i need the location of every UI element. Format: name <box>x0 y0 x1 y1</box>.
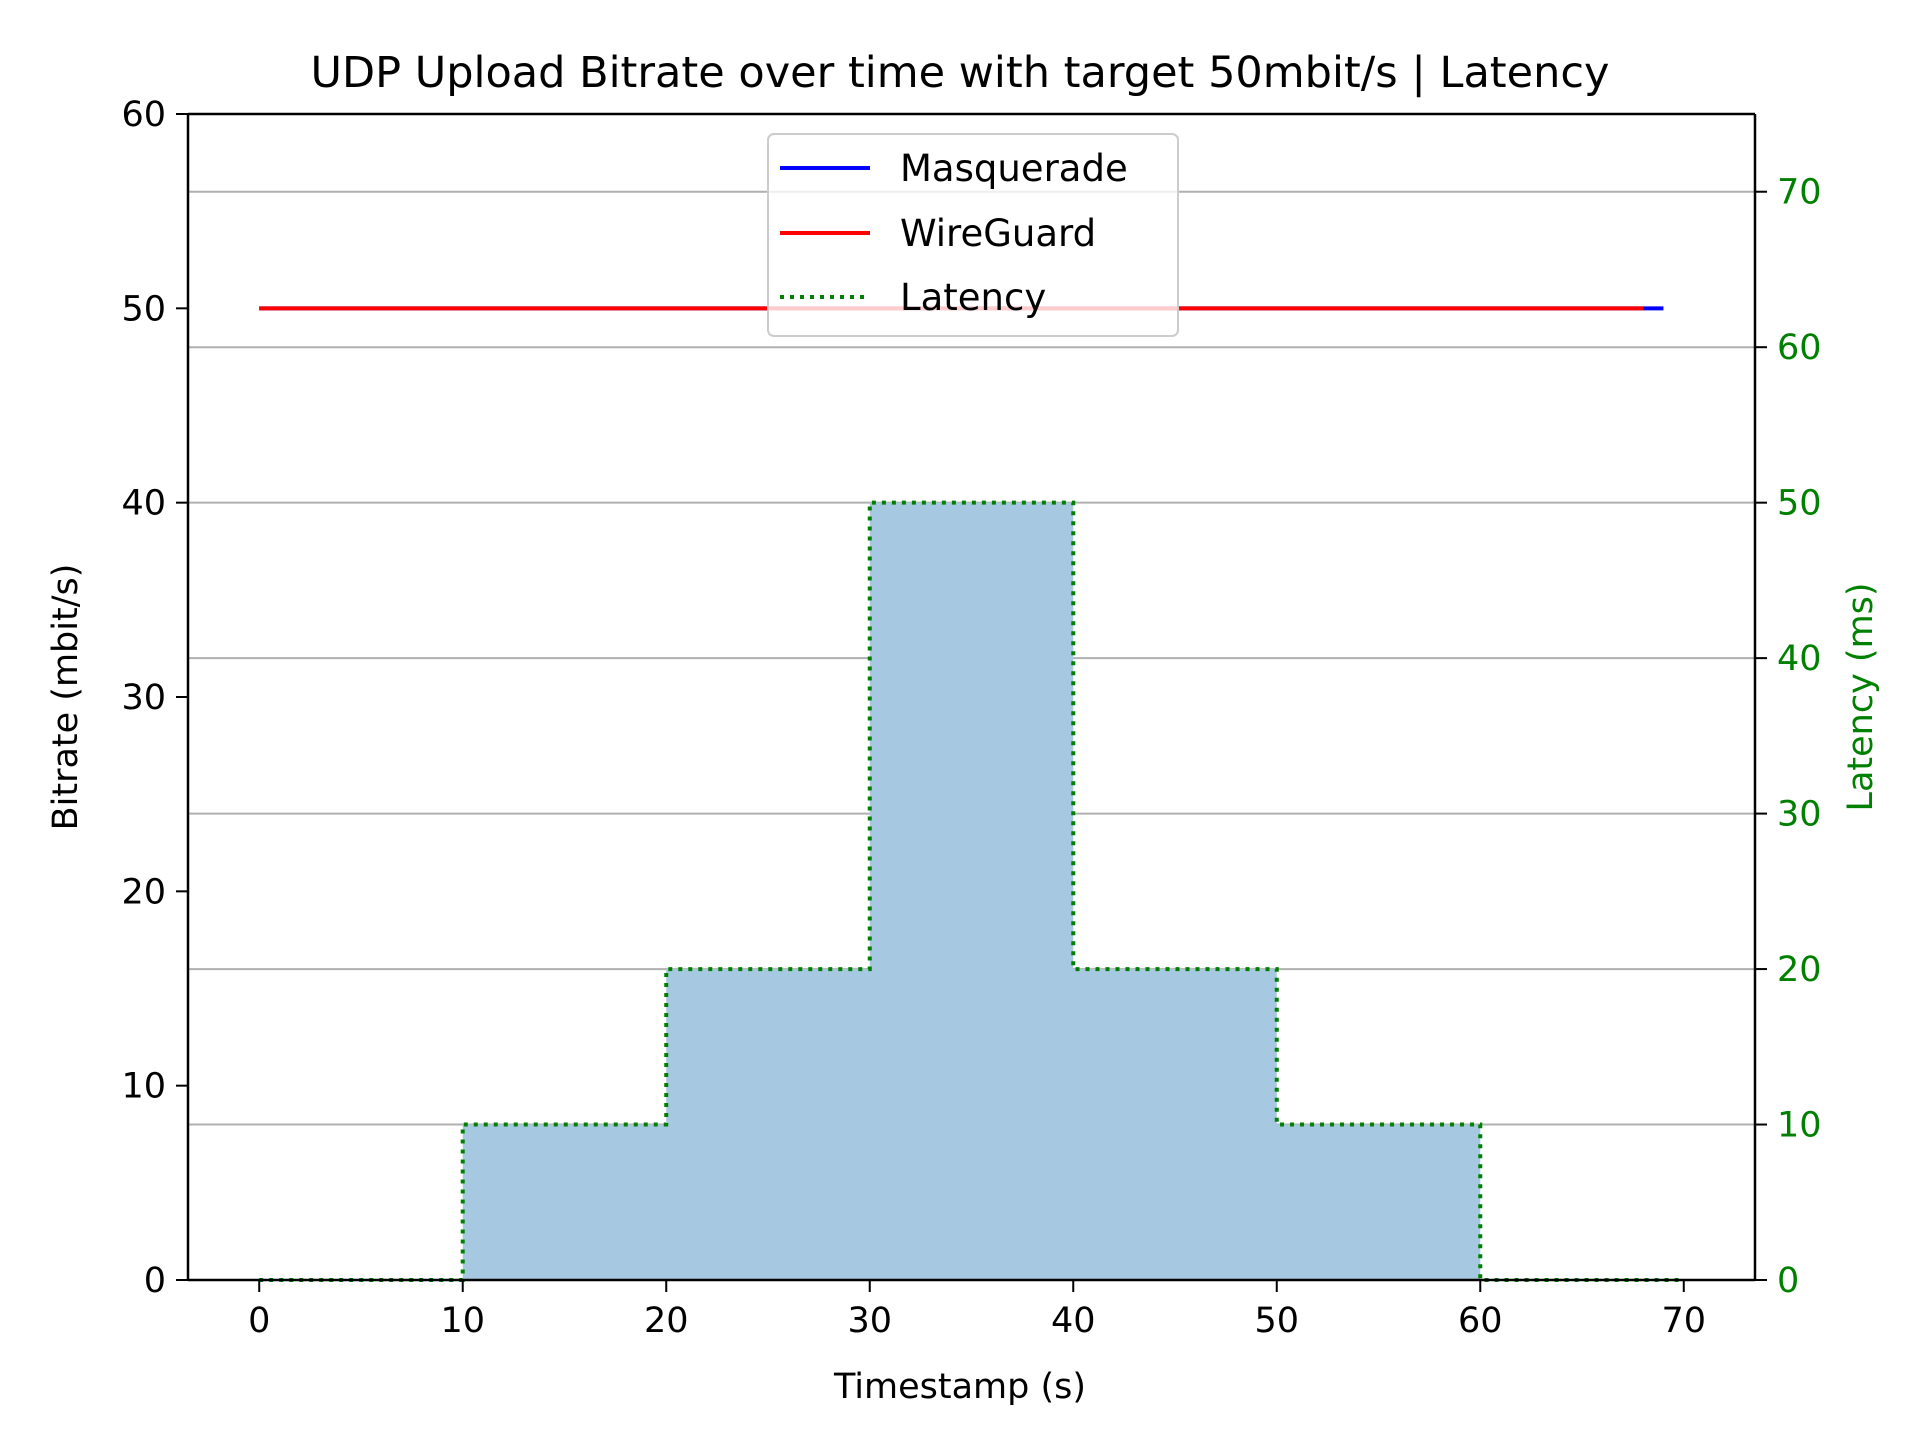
x-tick-label: 10 <box>440 1301 485 1341</box>
x-axis-label: Timestamp (s) <box>833 1367 1086 1407</box>
y2-tick-label: 10 <box>1777 1106 1822 1146</box>
x-tick-label: 70 <box>1661 1301 1706 1341</box>
chart-title: UDP Upload Bitrate over time with target… <box>311 48 1610 98</box>
y-tick-label: 10 <box>121 1067 166 1107</box>
y2-tick-label: 20 <box>1777 950 1822 990</box>
x-tick-label: 50 <box>1254 1301 1299 1341</box>
x-tick-label: 40 <box>1051 1301 1096 1341</box>
y2-tick-label: 0 <box>1777 1261 1799 1301</box>
legend-label-masquerade: Masquerade <box>900 147 1128 190</box>
y2-tick-label: 70 <box>1777 173 1822 213</box>
y-tick-label: 0 <box>144 1261 166 1301</box>
ticks-layer: 0 10 20 30 40 50 60 70 0 10 20 30 40 50 60 0 10 20 30 40 50 6… <box>121 95 1821 1341</box>
y-tick-label: 40 <box>121 484 166 524</box>
x-tick-label: 0 <box>248 1301 270 1341</box>
latency-area <box>259 502 1684 1281</box>
y-tick-label: 60 <box>121 95 166 135</box>
y2-tick-label: 60 <box>1777 328 1822 368</box>
legend-label-wireguard: WireGuard <box>900 212 1096 255</box>
y-tick-label: 50 <box>121 289 166 329</box>
y2-tick-label: 50 <box>1777 484 1822 524</box>
y2-axis-label: Latency (ms) <box>1841 582 1881 811</box>
y-axis-label: Bitrate (mbit/s) <box>46 564 86 831</box>
fill-layer <box>259 502 1684 1281</box>
y-tick-label: 30 <box>121 678 166 718</box>
legend-box <box>767 133 1179 337</box>
x-tick-label: 20 <box>644 1301 689 1341</box>
legend-label-latency: Latency <box>900 276 1046 319</box>
y2-tick-label: 30 <box>1777 795 1822 835</box>
series-line-latency <box>259 500 1684 1282</box>
legend: Masquerade WireGuard Latency <box>767 133 1179 337</box>
x-tick-label: 60 <box>1458 1301 1503 1341</box>
y-tick-label: 20 <box>121 872 166 912</box>
x-tick-label: 30 <box>847 1301 892 1341</box>
y2-tick-label: 40 <box>1777 639 1822 679</box>
